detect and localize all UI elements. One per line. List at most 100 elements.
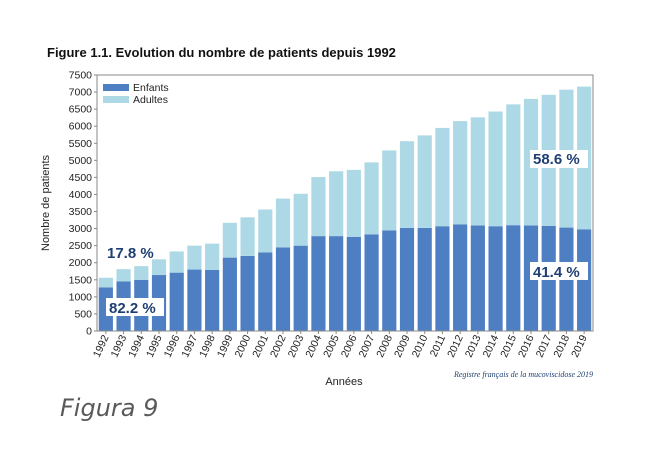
annotation-bg-enfants-2019 — [530, 262, 588, 280]
plot-frame — [96, 74, 594, 332]
y-tick-label: 1000 — [69, 291, 93, 303]
bar-adultes-2013 — [470, 117, 485, 226]
x-axis-label: Années — [325, 376, 363, 388]
x-tick-label-1998: 1998 — [197, 333, 218, 359]
bar-enfants-2009 — [399, 227, 415, 331]
bar-enfants-2001 — [258, 252, 273, 331]
bar-adultes-1996 — [169, 251, 184, 273]
x-tick-label-1992: 1992 — [91, 333, 112, 359]
bar-adultes-2004 — [311, 177, 326, 237]
annotation-bg-enfants-1992 — [106, 298, 164, 316]
bar-enfants-1996 — [169, 272, 184, 331]
bar-adultes-1997 — [187, 245, 202, 270]
x-tick-label-1999: 1999 — [215, 333, 236, 359]
x-tick-label-1993: 1993 — [109, 333, 130, 359]
bar-enfants-2012 — [453, 224, 468, 331]
y-tick-label: 2500 — [69, 240, 93, 252]
bar-enfants-1998 — [205, 269, 220, 331]
bar-adultes-2015 — [506, 104, 521, 226]
bar-enfants-2006 — [346, 236, 361, 331]
x-tick-label-2018: 2018 — [551, 333, 572, 359]
bar-enfants-2000 — [240, 255, 255, 331]
x-tick-label-2013: 2013 — [463, 333, 484, 359]
bar-enfants-2014 — [488, 226, 503, 331]
x-tick-label-2007: 2007 — [357, 333, 378, 359]
bar-adultes-2005 — [329, 171, 344, 237]
bar-adultes-2012 — [453, 121, 468, 225]
legend-swatch-enfants — [103, 84, 129, 91]
x-tick-label-2019: 2019 — [569, 333, 590, 359]
bar-adultes-2011 — [435, 127, 450, 227]
bar-enfants-2005 — [329, 236, 344, 331]
source-note: Registre français de la mucoviscidose 20… — [453, 370, 593, 379]
x-tick-label-2017: 2017 — [534, 333, 555, 359]
bar-enfants-2003 — [293, 245, 308, 331]
x-tick-label-2003: 2003 — [286, 333, 307, 359]
bar-adultes-1993 — [116, 269, 131, 282]
bar-adultes-2002 — [275, 198, 291, 248]
x-tick-label-1996: 1996 — [162, 333, 183, 359]
bar-adultes-1999 — [222, 222, 237, 258]
bar-adultes-2008 — [382, 150, 397, 231]
x-tick-label-2001: 2001 — [250, 333, 271, 359]
y-tick-label: 4000 — [69, 189, 93, 201]
bar-adultes-2003 — [293, 193, 308, 246]
y-tick-label: 1500 — [69, 274, 93, 286]
x-tick-label-2008: 2008 — [374, 333, 395, 359]
x-tick-label-2012: 2012 — [445, 333, 466, 359]
legend-label-adultes: Adultes — [133, 94, 168, 106]
bar-enfants-2008 — [382, 230, 397, 331]
annotation-adultes-1992: 17.8 % — [107, 245, 154, 262]
y-tick-label: 500 — [74, 308, 92, 320]
bar-enfants-2015 — [506, 225, 521, 331]
x-tick-label-2004: 2004 — [303, 333, 324, 359]
annotation-enfants-2019: 41.4 % — [533, 264, 580, 281]
bar-enfants-2010 — [417, 227, 432, 331]
x-tick-label-2015: 2015 — [498, 333, 519, 359]
bar-adultes-2006 — [346, 169, 361, 237]
bar-adultes-1992 — [98, 277, 113, 288]
bar-enfants-2004 — [311, 236, 326, 331]
x-tick-label-1995: 1995 — [144, 333, 165, 359]
x-tick-label-2006: 2006 — [339, 333, 360, 359]
y-tick-label: 5000 — [69, 155, 93, 167]
annotation-enfants-1992: 82.2 % — [109, 300, 156, 317]
x-axis-ticks: 1992199319941995199619971998199920002001… — [91, 331, 590, 359]
x-tick-label-2016: 2016 — [516, 333, 537, 359]
legend-label-enfants: Enfants — [133, 82, 169, 94]
bar-adultes-2000 — [240, 217, 255, 256]
y-tick-label: 5500 — [69, 138, 93, 150]
bar-adultes-2007 — [364, 162, 379, 235]
y-tick-label: 4500 — [69, 172, 93, 184]
x-tick-label-2010: 2010 — [410, 333, 431, 359]
bar-enfants-1997 — [187, 269, 202, 331]
annotation-bg-adultes-2019 — [530, 150, 588, 168]
annotation-adultes-2019: 58.6 % — [533, 151, 580, 168]
y-tick-label: 7000 — [69, 87, 93, 99]
bar-enfants-1999 — [222, 257, 237, 331]
y-tick-label: 3000 — [69, 223, 93, 235]
x-tick-label-1994: 1994 — [126, 333, 147, 359]
figure-title: Figure 1.1. Evolution du nombre de patie… — [47, 45, 396, 60]
x-tick-label-2005: 2005 — [321, 333, 342, 359]
bar-adultes-1995 — [151, 259, 167, 276]
bar-series — [98, 86, 592, 331]
x-tick-label-2000: 2000 — [233, 333, 254, 359]
x-tick-label-1997: 1997 — [179, 333, 200, 359]
percentage-annotations: 17.8 % 82.2 % 58.6 % 41.4 % — [106, 150, 588, 317]
x-tick-label-2002: 2002 — [268, 333, 289, 359]
bar-adultes-2014 — [488, 111, 503, 227]
bar-enfants-2019 — [577, 229, 592, 331]
x-tick-label-2009: 2009 — [392, 333, 413, 359]
y-tick-label: 6000 — [69, 121, 93, 133]
figure-caption: Figura 9 — [60, 394, 159, 422]
bar-enfants-2013 — [470, 225, 485, 331]
x-tick-label-2014: 2014 — [481, 333, 502, 359]
legend-swatch-adultes — [103, 96, 129, 103]
y-axis-ticks: 0 500 1000 1500 2000 2500 3000 3500 4000 4500 5000… — [69, 70, 97, 338]
y-tick-label: 7500 — [69, 70, 93, 82]
y-tick-label: 2000 — [69, 257, 93, 269]
bar-adultes-2010 — [417, 135, 432, 228]
bar-adultes-1998 — [205, 243, 220, 270]
